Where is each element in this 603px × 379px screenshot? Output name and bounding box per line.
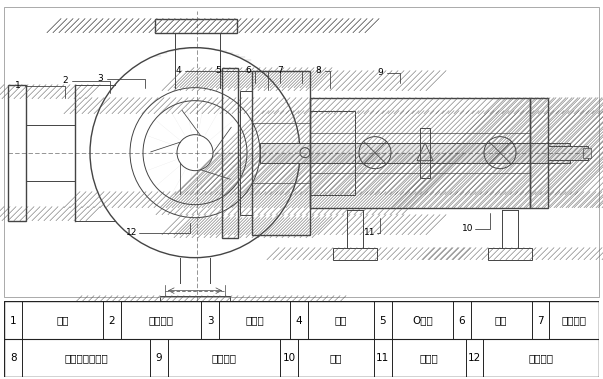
Text: 12: 12 (468, 353, 481, 363)
Bar (583, 148, 591, 158)
Text: 6: 6 (245, 66, 251, 75)
Text: 9: 9 (156, 353, 162, 363)
Bar (8, 85, 26, 221)
Text: O形圈: O形圈 (412, 315, 433, 326)
Text: 3: 3 (207, 315, 213, 326)
Bar (160, 296, 230, 308)
Text: 填料或机械密封: 填料或机械密封 (64, 353, 108, 363)
Text: 8: 8 (10, 353, 16, 363)
Text: 10: 10 (463, 224, 474, 233)
Bar (155, 19, 237, 33)
Bar (222, 68, 238, 238)
Text: 4: 4 (175, 66, 181, 75)
Text: 1: 1 (15, 81, 21, 90)
Bar (420, 128, 430, 178)
Bar (310, 111, 355, 195)
Bar (240, 91, 252, 215)
Bar (548, 146, 588, 160)
Text: 2: 2 (109, 315, 115, 326)
Text: 8: 8 (315, 66, 321, 75)
Text: 2: 2 (62, 76, 68, 85)
Text: 支架: 支架 (330, 353, 343, 363)
Text: 悬架部件: 悬架部件 (212, 353, 236, 363)
Bar (252, 70, 310, 235)
Bar (260, 143, 570, 163)
Text: 10: 10 (283, 353, 295, 363)
Bar (310, 98, 530, 208)
Text: 1: 1 (10, 315, 16, 326)
Text: 12: 12 (126, 228, 137, 237)
Text: 11: 11 (364, 228, 376, 237)
Text: 3: 3 (97, 74, 103, 83)
Bar (530, 98, 548, 208)
Text: 6: 6 (458, 315, 465, 326)
Text: 4: 4 (295, 315, 302, 326)
Text: 5: 5 (215, 66, 221, 75)
Text: 泵盖: 泵盖 (495, 315, 507, 326)
Text: 叶轮螺母: 叶轮螺母 (529, 353, 554, 363)
Text: 叶轮: 叶轮 (335, 315, 347, 326)
Text: 11: 11 (376, 353, 390, 363)
Text: 调节螺杆: 调节螺杆 (148, 315, 174, 326)
Text: 9: 9 (377, 68, 383, 77)
Bar (488, 247, 532, 260)
Text: 5: 5 (379, 315, 386, 326)
Text: 耐磨板: 耐磨板 (245, 315, 264, 326)
Text: 挡水圈: 挡水圈 (419, 353, 438, 363)
Text: 软管接头: 软管接头 (561, 315, 587, 326)
Text: 7: 7 (537, 315, 544, 326)
Text: 7: 7 (277, 66, 283, 75)
Text: 泵体: 泵体 (56, 315, 69, 326)
Bar (333, 247, 377, 260)
